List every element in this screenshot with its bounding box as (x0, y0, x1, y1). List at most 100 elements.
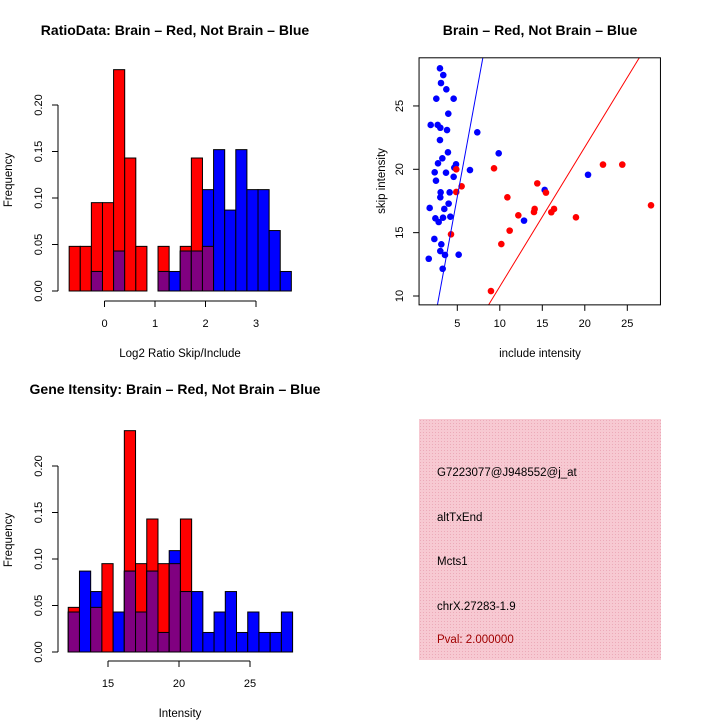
x-tick-label: 10 (494, 318, 506, 330)
bar-overlap (179, 591, 193, 653)
info-panel: G7223077@J948552@j_at altTxEnd Mcts1 chr… (419, 419, 661, 660)
bar-overlap (168, 563, 181, 653)
y-tick-label: 25 (394, 100, 406, 112)
point-not-brain (433, 95, 440, 103)
y-tick-label: 0.00 (33, 280, 45, 301)
bar-overlap (123, 570, 137, 653)
pval: Pval: 2.000000 (437, 634, 514, 646)
bar-not-brain (168, 270, 181, 292)
point-not-brain (443, 126, 451, 134)
y-tick-label: 0.10 (33, 187, 45, 208)
x-tick-label: 5 (454, 318, 460, 330)
intensity-scatter-plot: 5 10 15 20 25 10 15 20 25 Brain – Red, Not Brain … (376, 22, 661, 360)
bar-not-brain (280, 611, 294, 653)
y-tick-label: 0.20 (33, 94, 45, 115)
bar-not-brain (213, 149, 226, 292)
bar-overlap (113, 250, 126, 292)
point-not-brain (445, 200, 452, 207)
bar-brain (68, 245, 81, 292)
point-brain (530, 208, 538, 216)
point-brain (506, 227, 513, 234)
point-not-brain (450, 173, 457, 181)
bar-brain (101, 202, 115, 292)
bar-not-brain (112, 611, 125, 653)
point-not-brain (437, 189, 444, 196)
point-brain (487, 287, 495, 295)
x-tick-label: 2 (202, 318, 208, 330)
x-tick-label: 25 (244, 678, 256, 690)
point-brain (542, 189, 550, 196)
x-tick-label: 15 (536, 318, 548, 330)
y-axis-label: Frequency (3, 153, 15, 208)
ratio-histogram: 0 1 2 3 0.00 0.05 0.10 0.15 0.20 RatioData: Brain… (3, 22, 309, 360)
point-not-brain (434, 160, 442, 167)
point-brain (498, 240, 505, 248)
y-tick-label: 0.20 (33, 455, 45, 476)
point-not-brain (439, 154, 446, 162)
point-brain (618, 161, 626, 168)
point-brain (647, 201, 655, 209)
bar-not-brain (202, 631, 215, 653)
bar-overlap (67, 611, 80, 653)
fit-line-red (488, 57, 640, 305)
point-not-brain (427, 121, 434, 129)
point-brain (452, 166, 460, 173)
bar-overlap (146, 570, 159, 653)
x-tick-label: 20 (173, 678, 185, 690)
point-not-brain (436, 65, 444, 72)
bar-not-brain (257, 189, 270, 292)
bar-not-brain (268, 230, 281, 292)
bar-overlap (201, 245, 215, 292)
point-brain (504, 194, 511, 201)
point-not-brain (431, 235, 438, 243)
y-tick-label: 0.05 (33, 234, 45, 255)
point-not-brain (447, 213, 454, 220)
point-not-brain (439, 71, 447, 79)
point-not-brain (444, 110, 452, 117)
point-not-brain (437, 194, 444, 201)
bar-not-brain (279, 270, 292, 292)
point-not-brain (425, 255, 433, 263)
bar-brain (135, 245, 148, 292)
bar-not-brain (258, 631, 271, 653)
y-tick-label: 0.15 (33, 141, 45, 162)
bar-not-brain (213, 611, 226, 653)
x-axis-label: include intensity (499, 348, 581, 360)
x-tick-label: 1 (152, 318, 158, 330)
bar-overlap (135, 611, 148, 653)
x-tick-label: 20 (579, 318, 591, 330)
x-axis-label: Log2 Ratio Skip/Include (119, 348, 240, 360)
bar-overlap (90, 606, 103, 653)
y-tick-label: 0.10 (33, 548, 45, 569)
bar-not-brain (78, 570, 92, 653)
point-not-brain (437, 247, 444, 255)
chart-title: RatioData: Brain – Red, Not Brain – Blue (41, 22, 310, 38)
bar-not-brain (191, 591, 204, 653)
point-not-brain (426, 204, 433, 212)
point-not-brain (473, 129, 481, 136)
bar-not-brain (247, 611, 260, 653)
point-not-brain (466, 166, 474, 174)
point-not-brain (495, 150, 502, 157)
point-not-brain (436, 136, 444, 144)
point-not-brain (584, 171, 592, 179)
point-not-brain (450, 95, 457, 103)
bar-not-brain (224, 209, 237, 292)
bar-brain (79, 245, 92, 292)
location: chrX.27283-1.9 (437, 601, 516, 613)
point-brain (515, 211, 522, 219)
y-axis-label: skip intensity (376, 148, 388, 214)
bar-not-brain (224, 591, 238, 653)
y-tick-label: 20 (394, 163, 406, 175)
point-not-brain (438, 241, 445, 248)
intensity-histogram: 15 20 25 0.00 0.05 0.10 0.15 0.20 Gene Itensity:… (3, 381, 321, 720)
gene-name: Mcts1 (437, 556, 468, 568)
event-type: altTxEnd (437, 512, 482, 524)
info-panel-background (419, 419, 661, 660)
plot-box (418, 57, 661, 306)
bar-brain (124, 157, 137, 292)
point-not-brain (432, 177, 440, 185)
point-brain (599, 161, 607, 168)
chart-title: Brain – Red, Not Brain – Blue (443, 22, 638, 38)
point-brain (548, 208, 555, 216)
